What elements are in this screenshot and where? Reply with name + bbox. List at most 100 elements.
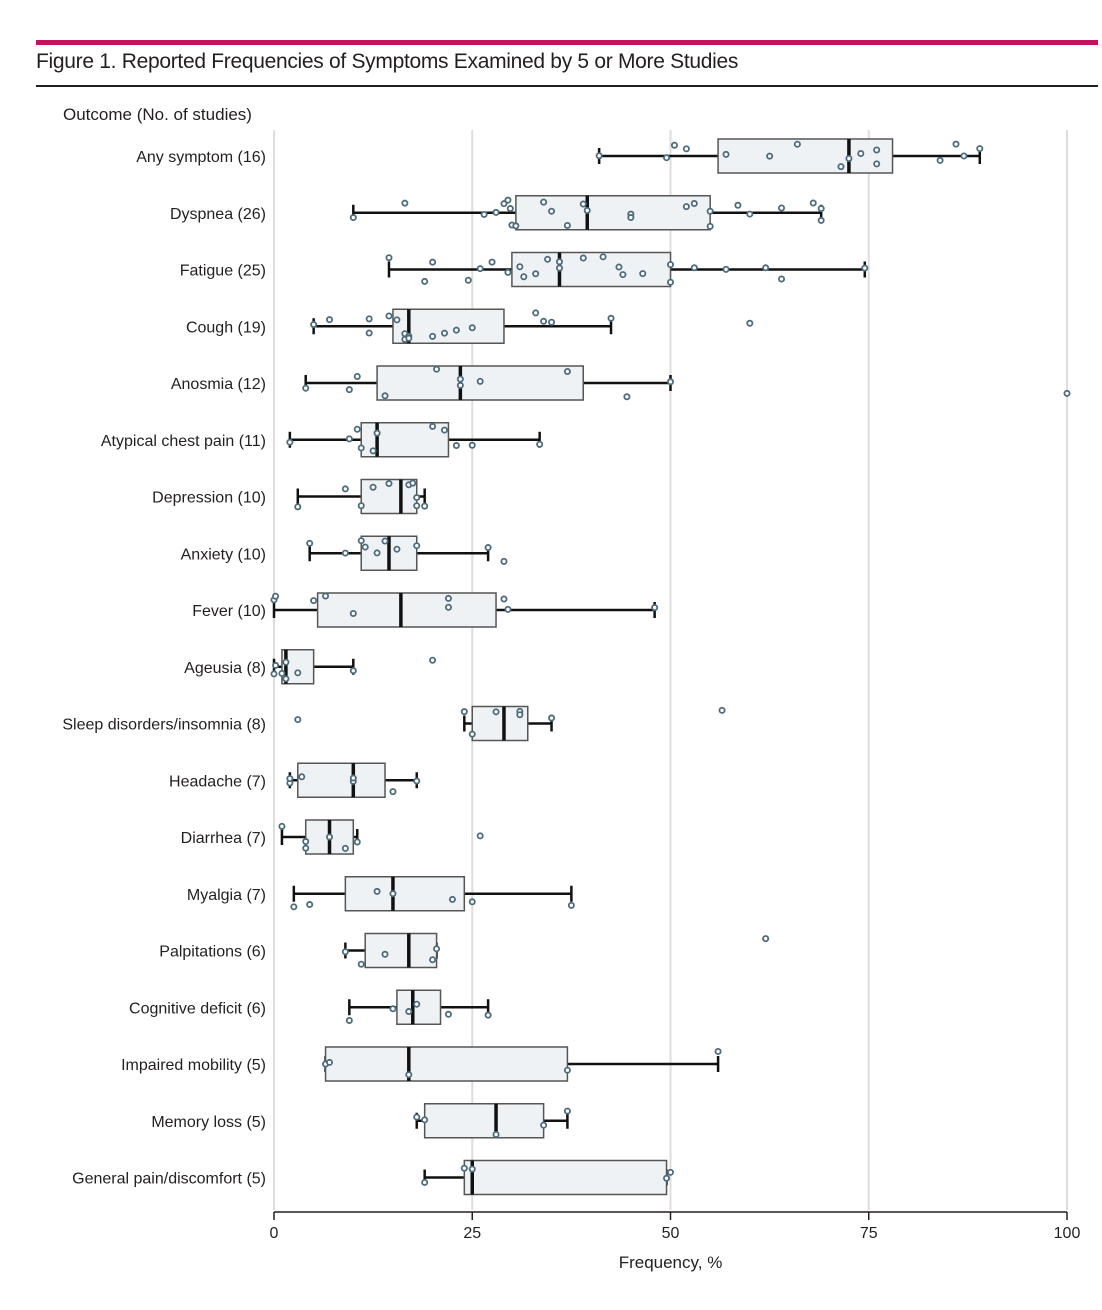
study-point (429, 422, 437, 430)
study-point (548, 318, 556, 326)
row-label: Impaired mobility (5) (121, 1057, 266, 1074)
study-point (579, 200, 587, 208)
study-point (401, 199, 409, 207)
study-point (405, 1008, 413, 1016)
study-point (476, 832, 484, 840)
study-point (746, 210, 754, 218)
study-point (667, 1168, 675, 1176)
study-point (357, 537, 365, 545)
study-point (627, 214, 635, 222)
study-point (952, 140, 960, 148)
study-point (389, 890, 397, 898)
study-point (484, 544, 492, 552)
study-point (532, 309, 540, 317)
study-point (413, 1113, 421, 1121)
study-point (413, 494, 421, 502)
study-point (548, 714, 556, 722)
study-point (520, 273, 528, 281)
study-point (353, 425, 361, 433)
study-point (488, 258, 496, 266)
study-point (413, 542, 421, 550)
study-point (492, 208, 500, 216)
study-point (433, 945, 441, 953)
study-point (746, 319, 754, 327)
study-point (516, 263, 524, 271)
study-point (349, 214, 357, 222)
study-point (476, 377, 484, 385)
study-point (936, 156, 944, 164)
study-point (326, 316, 334, 324)
study-point (468, 441, 476, 449)
study-point (817, 205, 825, 213)
study-point (385, 312, 393, 320)
study-point (456, 381, 464, 389)
iqr-box (297, 762, 386, 798)
x-tick-label: 0 (270, 1225, 279, 1242)
row-label: Memory loss (5) (151, 1114, 266, 1131)
study-point (326, 1058, 334, 1066)
study-point (373, 549, 381, 557)
study-point (381, 392, 389, 400)
study-point (460, 1164, 468, 1172)
study-point (322, 592, 330, 600)
study-point (599, 253, 607, 261)
study-point (302, 844, 310, 852)
study-point (567, 901, 575, 909)
study-point (579, 254, 587, 262)
iqr-box (316, 592, 497, 628)
study-point (393, 316, 401, 324)
row-label: Headache (7) (169, 773, 266, 790)
study-point (349, 774, 357, 782)
study-point (433, 365, 441, 373)
row-label: Myalgia (7) (187, 887, 266, 904)
study-point (532, 270, 540, 278)
study-point (690, 264, 698, 272)
iqr-box (717, 138, 894, 174)
study-point (778, 275, 786, 283)
iqr-box (364, 932, 438, 969)
study-point (349, 609, 357, 617)
study-point (468, 730, 476, 738)
study-point (341, 485, 349, 493)
study-point (548, 207, 556, 215)
study-point (345, 1016, 353, 1024)
study-point (460, 708, 468, 716)
row-label: General pain/discomfort (5) (72, 1171, 266, 1188)
study-point (429, 656, 437, 664)
study-point (714, 1047, 722, 1055)
study-point (663, 154, 671, 162)
x-tick-label: 25 (463, 1225, 481, 1242)
study-point (845, 155, 853, 163)
study-point (544, 255, 552, 263)
study-point (349, 667, 357, 675)
study-point (793, 140, 801, 148)
study-point (444, 603, 452, 611)
study-point (440, 329, 448, 337)
study-point (861, 264, 869, 272)
study-point (734, 201, 742, 209)
study-point (286, 438, 294, 446)
study-point (468, 898, 476, 906)
row-label: Palpitations (6) (159, 944, 266, 961)
study-point (667, 278, 675, 286)
study-point (873, 146, 881, 154)
study-point (540, 198, 548, 206)
study-point (421, 277, 429, 285)
study-point (421, 502, 429, 510)
study-point (444, 1010, 452, 1018)
study-point (857, 150, 865, 158)
study-point (282, 658, 290, 666)
y-axis-title: Outcome (No. of studies) (63, 105, 252, 124)
study-point (298, 773, 306, 781)
study-point (413, 777, 421, 785)
study-point (306, 539, 314, 547)
study-point (286, 775, 294, 783)
study-point (452, 326, 460, 334)
study-point (817, 216, 825, 224)
study-point (341, 844, 349, 852)
study-point (670, 141, 678, 149)
study-point (373, 429, 381, 437)
row-label: Anosmia (12) (171, 376, 266, 393)
row-label: Fatigue (25) (180, 263, 266, 280)
